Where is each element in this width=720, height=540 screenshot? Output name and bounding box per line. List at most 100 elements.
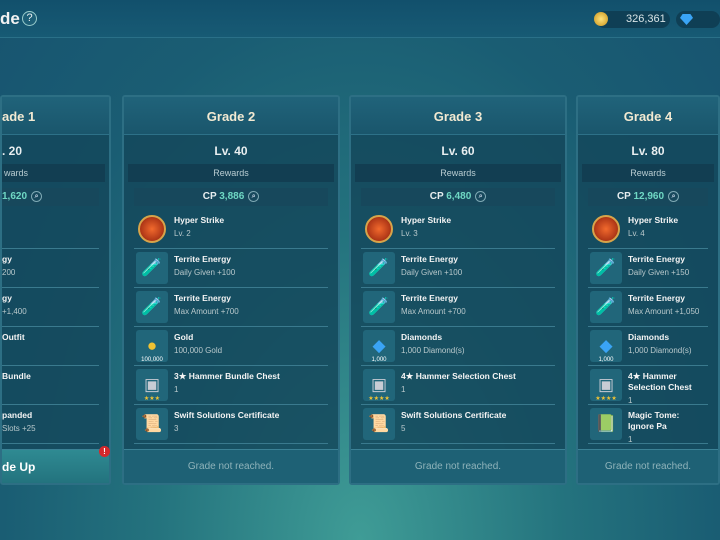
reward-name: Territe Energy bbox=[628, 293, 686, 303]
diamond-icon bbox=[680, 14, 693, 25]
reward-item[interactable]: ◆ 1,000 Diamonds 1,000 Diamond(s) bbox=[588, 327, 708, 366]
reward-item[interactable]: 🧪 Territe Energy Daily Given +100 bbox=[134, 249, 328, 288]
reward-item[interactable]: 🧪 Territe Energy Max Amount +1,050 bbox=[588, 288, 708, 327]
reward-list: Hyper Strike Lv. 4 🧪 Territe Energy Daily Gi… bbox=[588, 210, 708, 444]
grade-status: Grade not reached. bbox=[124, 449, 338, 483]
grade-title: ade 1 bbox=[2, 97, 109, 135]
reward-detail: 200 bbox=[2, 268, 16, 277]
potion-icon: 🧪 bbox=[590, 252, 622, 284]
reward-quantity: ★★★ bbox=[143, 396, 161, 402]
grade-title: Grade 3 bbox=[351, 97, 565, 135]
chest-icon: ▣ ★★★★ bbox=[363, 369, 395, 402]
reward-item[interactable]: 📜 Swift Solutions Certificate 3 bbox=[134, 405, 328, 444]
reward-item[interactable]: 📗 Magic Tome: Ignore Pa 1 bbox=[588, 405, 708, 444]
reward-text: Territe Energy Daily Given +100 bbox=[401, 254, 553, 278]
potion-icon: 🧪 bbox=[136, 252, 168, 284]
reward-name: Diamonds bbox=[401, 332, 443, 342]
grade-level-requirement: . 20 bbox=[2, 144, 23, 158]
grade-title: Grade 2 bbox=[124, 97, 338, 135]
reward-name: 4★ Hammer Selection Chest bbox=[401, 371, 516, 381]
magnifier-icon[interactable]: ⌕ bbox=[31, 190, 43, 202]
reward-name: Gold bbox=[174, 332, 194, 342]
reward-detail: 1 bbox=[628, 396, 633, 405]
reward-text bbox=[2, 215, 97, 217]
rewards-label: Rewards bbox=[582, 164, 714, 182]
gold-counter: 326,361 bbox=[596, 11, 670, 28]
reward-item[interactable]: 🧪 Territe Energy Daily Given +100 bbox=[361, 249, 555, 288]
reward-name: Territe Energy bbox=[401, 293, 459, 303]
certificate-icon: 📜 bbox=[363, 408, 395, 440]
reward-text: Swift Solutions Certificate 5 bbox=[401, 410, 553, 434]
reward-name: Diamonds bbox=[628, 332, 670, 342]
reward-item[interactable]: 📜 Swift Solutions Certificate 5 bbox=[361, 405, 555, 444]
grade-status: Grade not reached. bbox=[578, 449, 718, 483]
reward-item[interactable]: 🧪 Territe Energy Daily Given +150 bbox=[588, 249, 708, 288]
cp-value: 1,620 bbox=[2, 191, 28, 202]
reward-name: 3★ Hammer Bundle Chest bbox=[174, 371, 280, 381]
grade-level-requirement: Lv. 40 bbox=[214, 144, 248, 158]
gold-coin-icon bbox=[594, 12, 608, 26]
reward-item[interactable]: ◆ 1,000 Diamonds 1,000 Diamond(s) bbox=[361, 327, 555, 366]
reward-detail: Daily Given +100 bbox=[401, 268, 463, 277]
reward-text: panded Slots +25 bbox=[2, 410, 97, 434]
potion-icon: 🧪 bbox=[136, 291, 168, 323]
reward-name: Bundle bbox=[2, 371, 31, 381]
skill-icon bbox=[590, 213, 622, 245]
magnifier-icon[interactable]: ⌕ bbox=[248, 190, 260, 202]
cp-label: CP bbox=[202, 191, 217, 202]
magnifier-icon[interactable]: ⌕ bbox=[668, 190, 680, 202]
reward-item[interactable]: ● 100,000 Gold 100,000 Gold bbox=[134, 327, 328, 366]
reward-name: 4★ Hammer Selection Chest bbox=[628, 371, 692, 392]
reward-detail: Max Amount +1,050 bbox=[628, 307, 700, 316]
reward-detail: 100,000 Gold bbox=[174, 346, 223, 355]
reward-name: Hyper Strike bbox=[174, 215, 225, 225]
grade-title: Grade 4 bbox=[578, 97, 718, 135]
combat-power-row: 1,620 ⌕ bbox=[2, 188, 99, 206]
reward-name: Territe Energy bbox=[401, 254, 459, 264]
notification-badge: ! bbox=[99, 446, 110, 457]
reward-item[interactable]: ▣ ★★★★ 4★ Hammer Selection Chest 1 bbox=[588, 366, 708, 405]
reward-item[interactable]: Outfit bbox=[2, 327, 99, 366]
reward-item[interactable]: panded Slots +25 bbox=[2, 405, 99, 444]
grade-up-button[interactable]: de Up! bbox=[2, 446, 110, 483]
chest-icon: ▣ ★★★ bbox=[136, 369, 168, 402]
reward-list: Hyper Strike Lv. 2 🧪 Territe Energy Daily Gi… bbox=[134, 210, 328, 444]
chest-icon: ▣ ★★★★ bbox=[590, 369, 622, 402]
reward-name: Magic Tome: Ignore Pa bbox=[628, 410, 680, 431]
magnifier-icon[interactable]: ⌕ bbox=[475, 190, 487, 202]
grade-level-requirement: Lv. 60 bbox=[441, 144, 475, 158]
reward-name: gy bbox=[2, 254, 12, 264]
reward-item[interactable]: 🧪 Territe Energy Max Amount +700 bbox=[361, 288, 555, 327]
potion-icon: 🧪 bbox=[363, 291, 395, 323]
reward-name: Swift Solutions Certificate bbox=[174, 410, 280, 420]
reward-item[interactable]: gy 200 bbox=[2, 249, 99, 288]
reward-text: Territe Energy Max Amount +700 bbox=[174, 293, 326, 317]
reward-detail: Lv. 4 bbox=[628, 229, 645, 238]
reward-item[interactable]: Hyper Strike Lv. 4 bbox=[588, 210, 708, 249]
reward-item[interactable]: gy +1,400 bbox=[2, 288, 99, 327]
top-bar: de ? 326,361 bbox=[0, 0, 720, 38]
reward-detail: Lv. 2 bbox=[174, 229, 191, 238]
reward-text: Territe Energy Max Amount +1,050 bbox=[628, 293, 706, 317]
gold-icon: ● 100,000 bbox=[136, 330, 168, 363]
reward-item[interactable]: ▣ ★★★★ 4★ Hammer Selection Chest 1 bbox=[361, 366, 555, 405]
reward-detail: Daily Given +100 bbox=[174, 268, 236, 277]
reward-item[interactable]: Hyper Strike Lv. 3 bbox=[361, 210, 555, 249]
reward-detail: +1,400 bbox=[2, 307, 27, 316]
reward-item[interactable]: 🧪 Territe Energy Max Amount +700 bbox=[134, 288, 328, 327]
grade-up-label: de Up bbox=[2, 460, 36, 474]
reward-name: Hyper Strike bbox=[628, 215, 679, 225]
help-icon[interactable]: ? bbox=[22, 11, 37, 26]
reward-detail: 5 bbox=[401, 424, 406, 433]
reward-detail: Lv. 3 bbox=[401, 229, 418, 238]
reward-text: Gold 100,000 Gold bbox=[174, 332, 326, 356]
reward-quantity: 100,000 bbox=[141, 357, 163, 363]
reward-item[interactable] bbox=[2, 210, 99, 249]
grade-level-requirement: Lv. 80 bbox=[631, 144, 665, 158]
reward-item[interactable]: Bundle bbox=[2, 366, 99, 405]
grade-status: Grade not reached. bbox=[351, 449, 565, 483]
reward-item[interactable]: ▣ ★★★ 3★ Hammer Bundle Chest 1 bbox=[134, 366, 328, 405]
reward-text: Bundle bbox=[2, 371, 97, 384]
reward-item[interactable]: Hyper Strike Lv. 2 bbox=[134, 210, 328, 249]
reward-detail: 1,000 Diamond(s) bbox=[401, 346, 465, 355]
